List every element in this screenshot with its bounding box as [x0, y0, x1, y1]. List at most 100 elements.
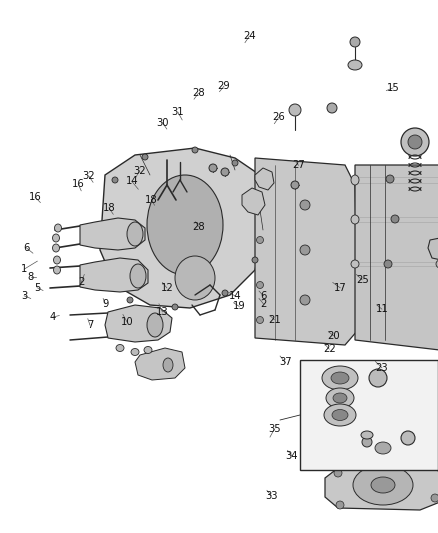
Ellipse shape — [374, 442, 390, 454]
Polygon shape — [135, 348, 184, 380]
Text: 34: 34 — [285, 451, 297, 461]
Ellipse shape — [323, 404, 355, 426]
Ellipse shape — [364, 436, 400, 460]
Polygon shape — [254, 158, 357, 345]
Polygon shape — [354, 215, 438, 224]
Ellipse shape — [370, 477, 394, 493]
Polygon shape — [80, 218, 145, 250]
Ellipse shape — [360, 431, 372, 439]
Ellipse shape — [299, 295, 309, 305]
Polygon shape — [354, 175, 438, 185]
Ellipse shape — [220, 168, 229, 176]
Ellipse shape — [361, 437, 371, 447]
Ellipse shape — [172, 304, 177, 310]
Text: 24: 24 — [243, 31, 255, 41]
Text: 35: 35 — [268, 424, 280, 434]
Ellipse shape — [222, 290, 227, 296]
Ellipse shape — [321, 366, 357, 390]
Ellipse shape — [400, 431, 414, 445]
Polygon shape — [354, 260, 438, 268]
Ellipse shape — [147, 313, 162, 337]
Ellipse shape — [127, 222, 143, 246]
Text: 6: 6 — [260, 291, 266, 301]
Text: 15: 15 — [385, 83, 399, 93]
Text: 28: 28 — [192, 222, 204, 231]
Text: 2: 2 — [78, 278, 84, 287]
Ellipse shape — [256, 281, 263, 288]
Text: 13: 13 — [156, 307, 168, 317]
Ellipse shape — [147, 175, 223, 275]
Ellipse shape — [130, 264, 146, 288]
Ellipse shape — [413, 461, 421, 469]
Text: 30: 30 — [156, 118, 168, 127]
Text: 1: 1 — [21, 264, 27, 274]
Ellipse shape — [299, 200, 309, 210]
Ellipse shape — [326, 103, 336, 113]
Text: 23: 23 — [375, 363, 387, 373]
Polygon shape — [105, 305, 172, 342]
Ellipse shape — [368, 369, 386, 387]
Ellipse shape — [131, 349, 139, 356]
Text: 8: 8 — [28, 272, 34, 282]
Text: 16: 16 — [28, 192, 42, 202]
Ellipse shape — [162, 358, 173, 372]
Ellipse shape — [330, 372, 348, 384]
Text: 18: 18 — [145, 195, 157, 205]
Text: 16: 16 — [71, 179, 85, 189]
Ellipse shape — [332, 393, 346, 403]
Ellipse shape — [290, 181, 298, 189]
Bar — [299, 360, 437, 470]
Text: 19: 19 — [232, 302, 245, 311]
Text: 4: 4 — [49, 312, 56, 322]
Ellipse shape — [175, 256, 215, 300]
Text: 3: 3 — [21, 291, 27, 301]
Ellipse shape — [430, 494, 438, 502]
Text: 29: 29 — [217, 82, 230, 91]
Polygon shape — [427, 235, 438, 263]
Ellipse shape — [325, 388, 353, 408]
Text: 18: 18 — [102, 203, 115, 213]
Ellipse shape — [400, 128, 428, 156]
Ellipse shape — [231, 160, 237, 166]
Text: 33: 33 — [265, 491, 277, 500]
Ellipse shape — [116, 344, 124, 351]
Ellipse shape — [53, 244, 60, 252]
Ellipse shape — [333, 469, 341, 477]
Text: 14: 14 — [125, 176, 138, 186]
Polygon shape — [254, 168, 273, 190]
Text: 7: 7 — [87, 320, 93, 330]
Text: 5: 5 — [34, 283, 40, 293]
Text: 12: 12 — [160, 283, 173, 293]
Text: 2: 2 — [260, 299, 266, 309]
Ellipse shape — [54, 224, 61, 232]
Ellipse shape — [299, 245, 309, 255]
Ellipse shape — [288, 104, 300, 116]
Ellipse shape — [127, 297, 133, 303]
Ellipse shape — [254, 197, 261, 203]
Text: 10: 10 — [121, 318, 133, 327]
Text: 28: 28 — [192, 88, 204, 98]
Polygon shape — [354, 165, 438, 355]
Text: 37: 37 — [279, 358, 291, 367]
Text: 9: 9 — [102, 299, 108, 309]
Polygon shape — [80, 258, 148, 292]
Ellipse shape — [141, 154, 148, 160]
Text: 6: 6 — [23, 243, 29, 253]
Ellipse shape — [350, 175, 358, 185]
Ellipse shape — [407, 448, 417, 458]
Ellipse shape — [105, 267, 111, 273]
Ellipse shape — [53, 266, 60, 274]
Text: 32: 32 — [82, 171, 95, 181]
Text: 11: 11 — [374, 304, 388, 314]
Ellipse shape — [383, 260, 391, 268]
Ellipse shape — [256, 237, 263, 244]
Ellipse shape — [390, 215, 398, 223]
Ellipse shape — [423, 449, 435, 457]
Ellipse shape — [350, 260, 358, 268]
Ellipse shape — [53, 256, 60, 264]
Text: 22: 22 — [322, 344, 335, 354]
Ellipse shape — [144, 346, 152, 353]
Ellipse shape — [112, 177, 118, 183]
Text: 21: 21 — [267, 315, 280, 325]
Ellipse shape — [349, 37, 359, 47]
